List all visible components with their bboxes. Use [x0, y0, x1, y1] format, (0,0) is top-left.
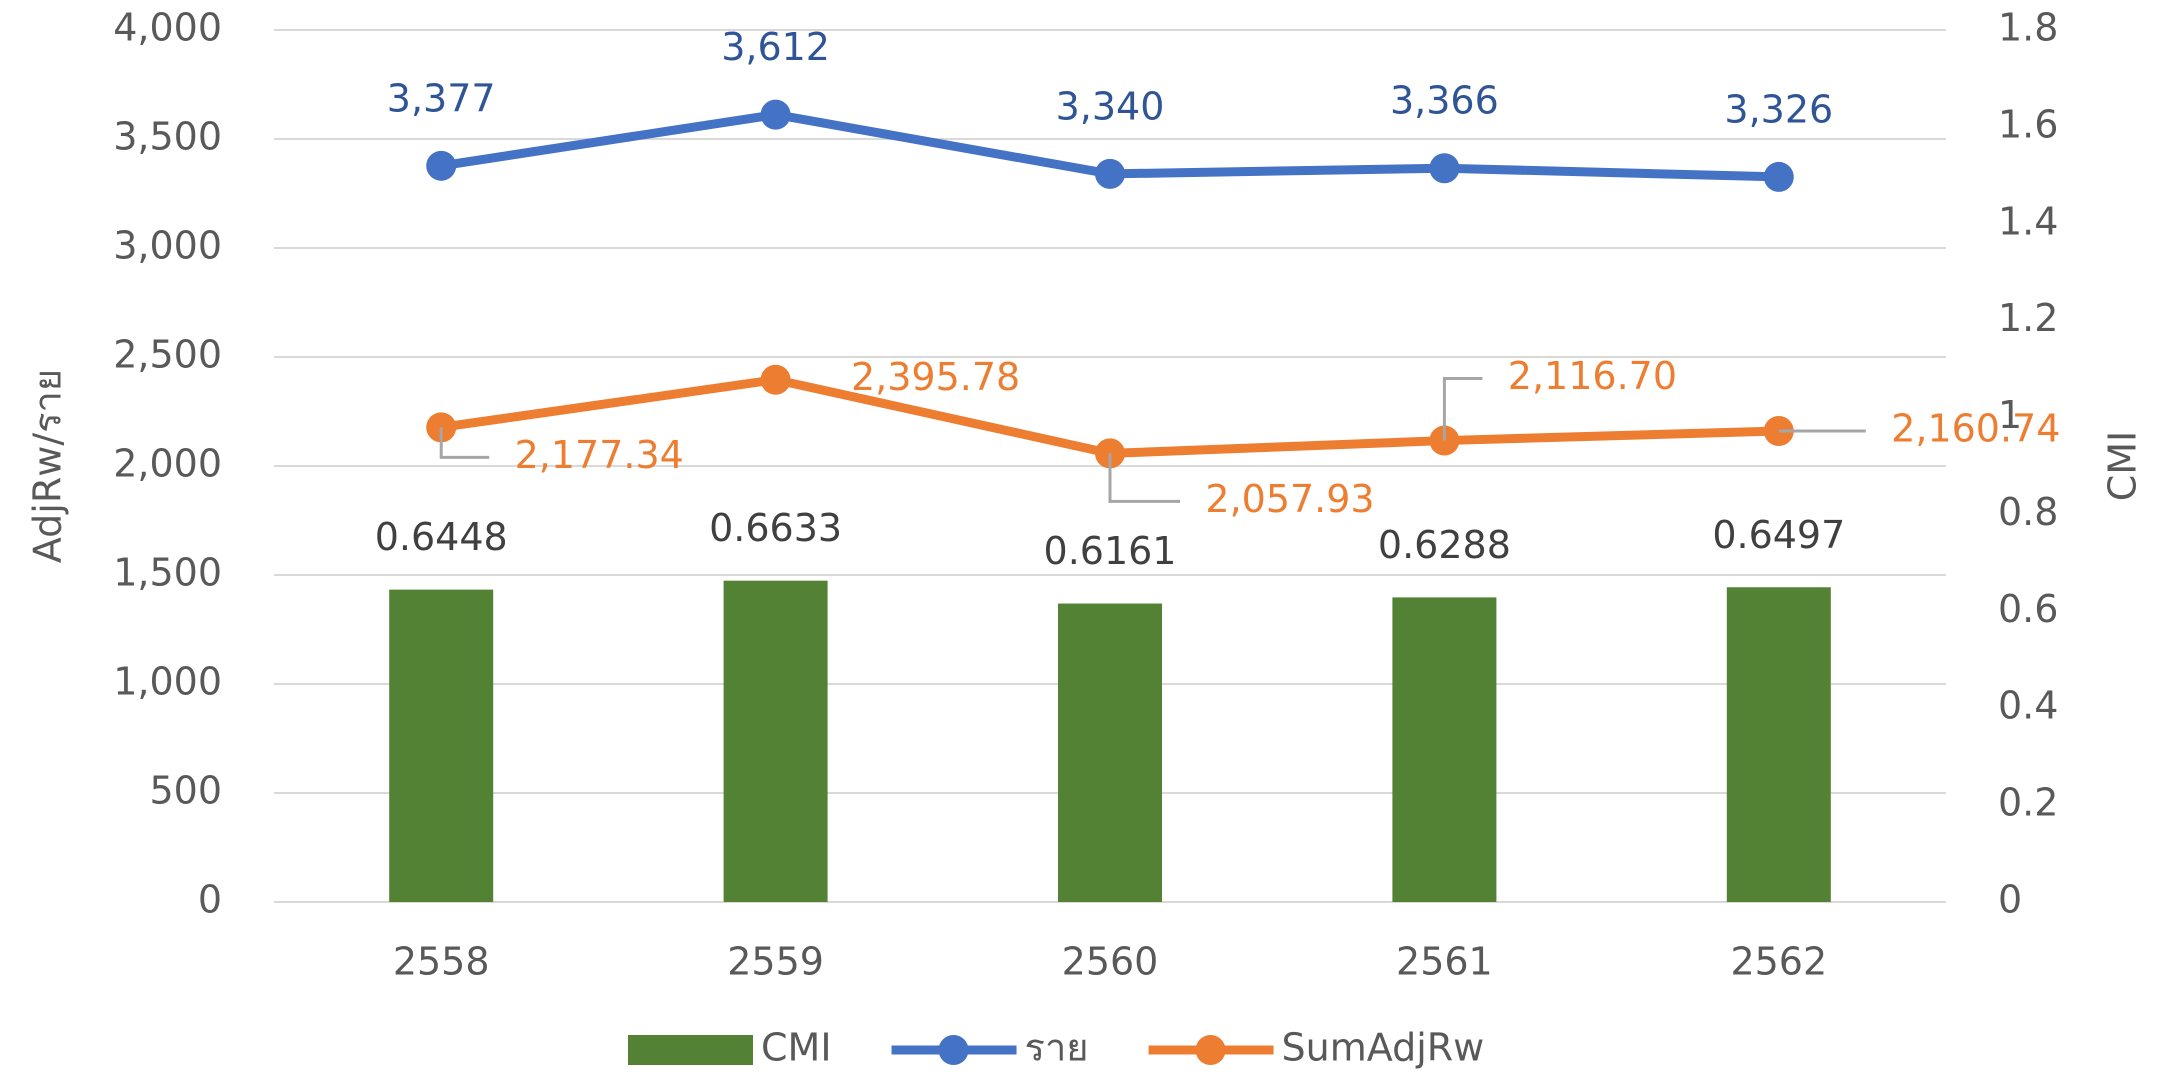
y2-tick-label: 0.2 [1998, 781, 2058, 825]
line-value-label: 2,177.34 [515, 433, 684, 477]
leader-line [439, 427, 490, 459]
line-value-label: 3,340 [1056, 84, 1165, 128]
x-tick-label: 2562 [1730, 940, 1827, 984]
y-tick-label: 1,500 [113, 551, 222, 595]
line-value-label: 2,116.70 [1508, 354, 1677, 398]
y2-tick-label: 1.4 [1998, 199, 2058, 243]
legend-swatch [938, 1035, 969, 1065]
bar [1058, 603, 1162, 902]
bar [1392, 597, 1497, 902]
y-tick-label: 3,000 [113, 224, 222, 268]
y2-tick-label: 0.4 [1998, 684, 2058, 728]
bar-value-label: 0.6161 [1044, 529, 1177, 573]
legend-swatch [628, 1035, 753, 1065]
y-axis-label: AdjRw/ราย [26, 369, 70, 563]
line-value-label: 2,160.74 [1891, 406, 2060, 450]
bar-value-label: 0.6448 [375, 515, 508, 559]
y2-tick-label: 1.6 [1998, 102, 2058, 146]
line-value-label: 2,057.93 [1205, 477, 1374, 521]
bar [723, 580, 828, 902]
y-tick-label: 1,000 [113, 660, 222, 704]
bar-value-label: 0.6288 [1378, 523, 1511, 567]
y-tick-label: 4,000 [113, 6, 222, 50]
legend-label: CMI [761, 1026, 832, 1070]
legend-label: SumAdjRw [1282, 1026, 1485, 1070]
y-tick-label: 3,500 [113, 115, 222, 159]
y-tick-label: 0 [198, 878, 222, 922]
y2-tick-label: 0.8 [1998, 490, 2058, 534]
legend-swatch [1195, 1035, 1226, 1065]
bar-value-label: 0.6497 [1712, 513, 1845, 557]
y-tick-label: 500 [149, 769, 222, 813]
line-value-label: 3,366 [1390, 79, 1499, 123]
y-tick-label: 2,500 [113, 333, 222, 377]
y2-tick-label: 1.2 [1998, 296, 2058, 340]
line-value-label: 3,612 [721, 25, 830, 69]
y2-tick-label: 0 [1998, 878, 2022, 922]
legend-label: ราย [1025, 1026, 1089, 1070]
leader-line [1108, 453, 1180, 503]
line-marker [1429, 153, 1460, 184]
line-marker [1763, 161, 1794, 192]
bar [1726, 587, 1831, 902]
line-value-label: 3,326 [1724, 87, 1833, 131]
leader-line [1442, 377, 1483, 441]
x-tick-label: 2558 [393, 940, 490, 984]
bar [389, 589, 494, 902]
y2-tick-label: 0.6 [1998, 587, 2058, 631]
y2-axis-label: CMI [2101, 431, 2145, 502]
line-marker [426, 150, 457, 181]
x-tick-label: 2559 [727, 940, 824, 984]
y2-tick-label: 1 [1998, 393, 2022, 437]
bar-value-label: 0.6633 [709, 506, 842, 550]
line-marker [1095, 158, 1125, 189]
y-tick-label: 2,000 [113, 442, 222, 486]
line-value-label: 3,377 [387, 76, 496, 120]
line-marker [760, 99, 791, 130]
y2-tick-label: 1.8 [1998, 6, 2058, 50]
line-value-label: 2,395.78 [851, 355, 1020, 399]
x-tick-label: 2561 [1396, 940, 1493, 984]
line-marker [760, 364, 791, 395]
x-tick-label: 2560 [1062, 940, 1159, 984]
